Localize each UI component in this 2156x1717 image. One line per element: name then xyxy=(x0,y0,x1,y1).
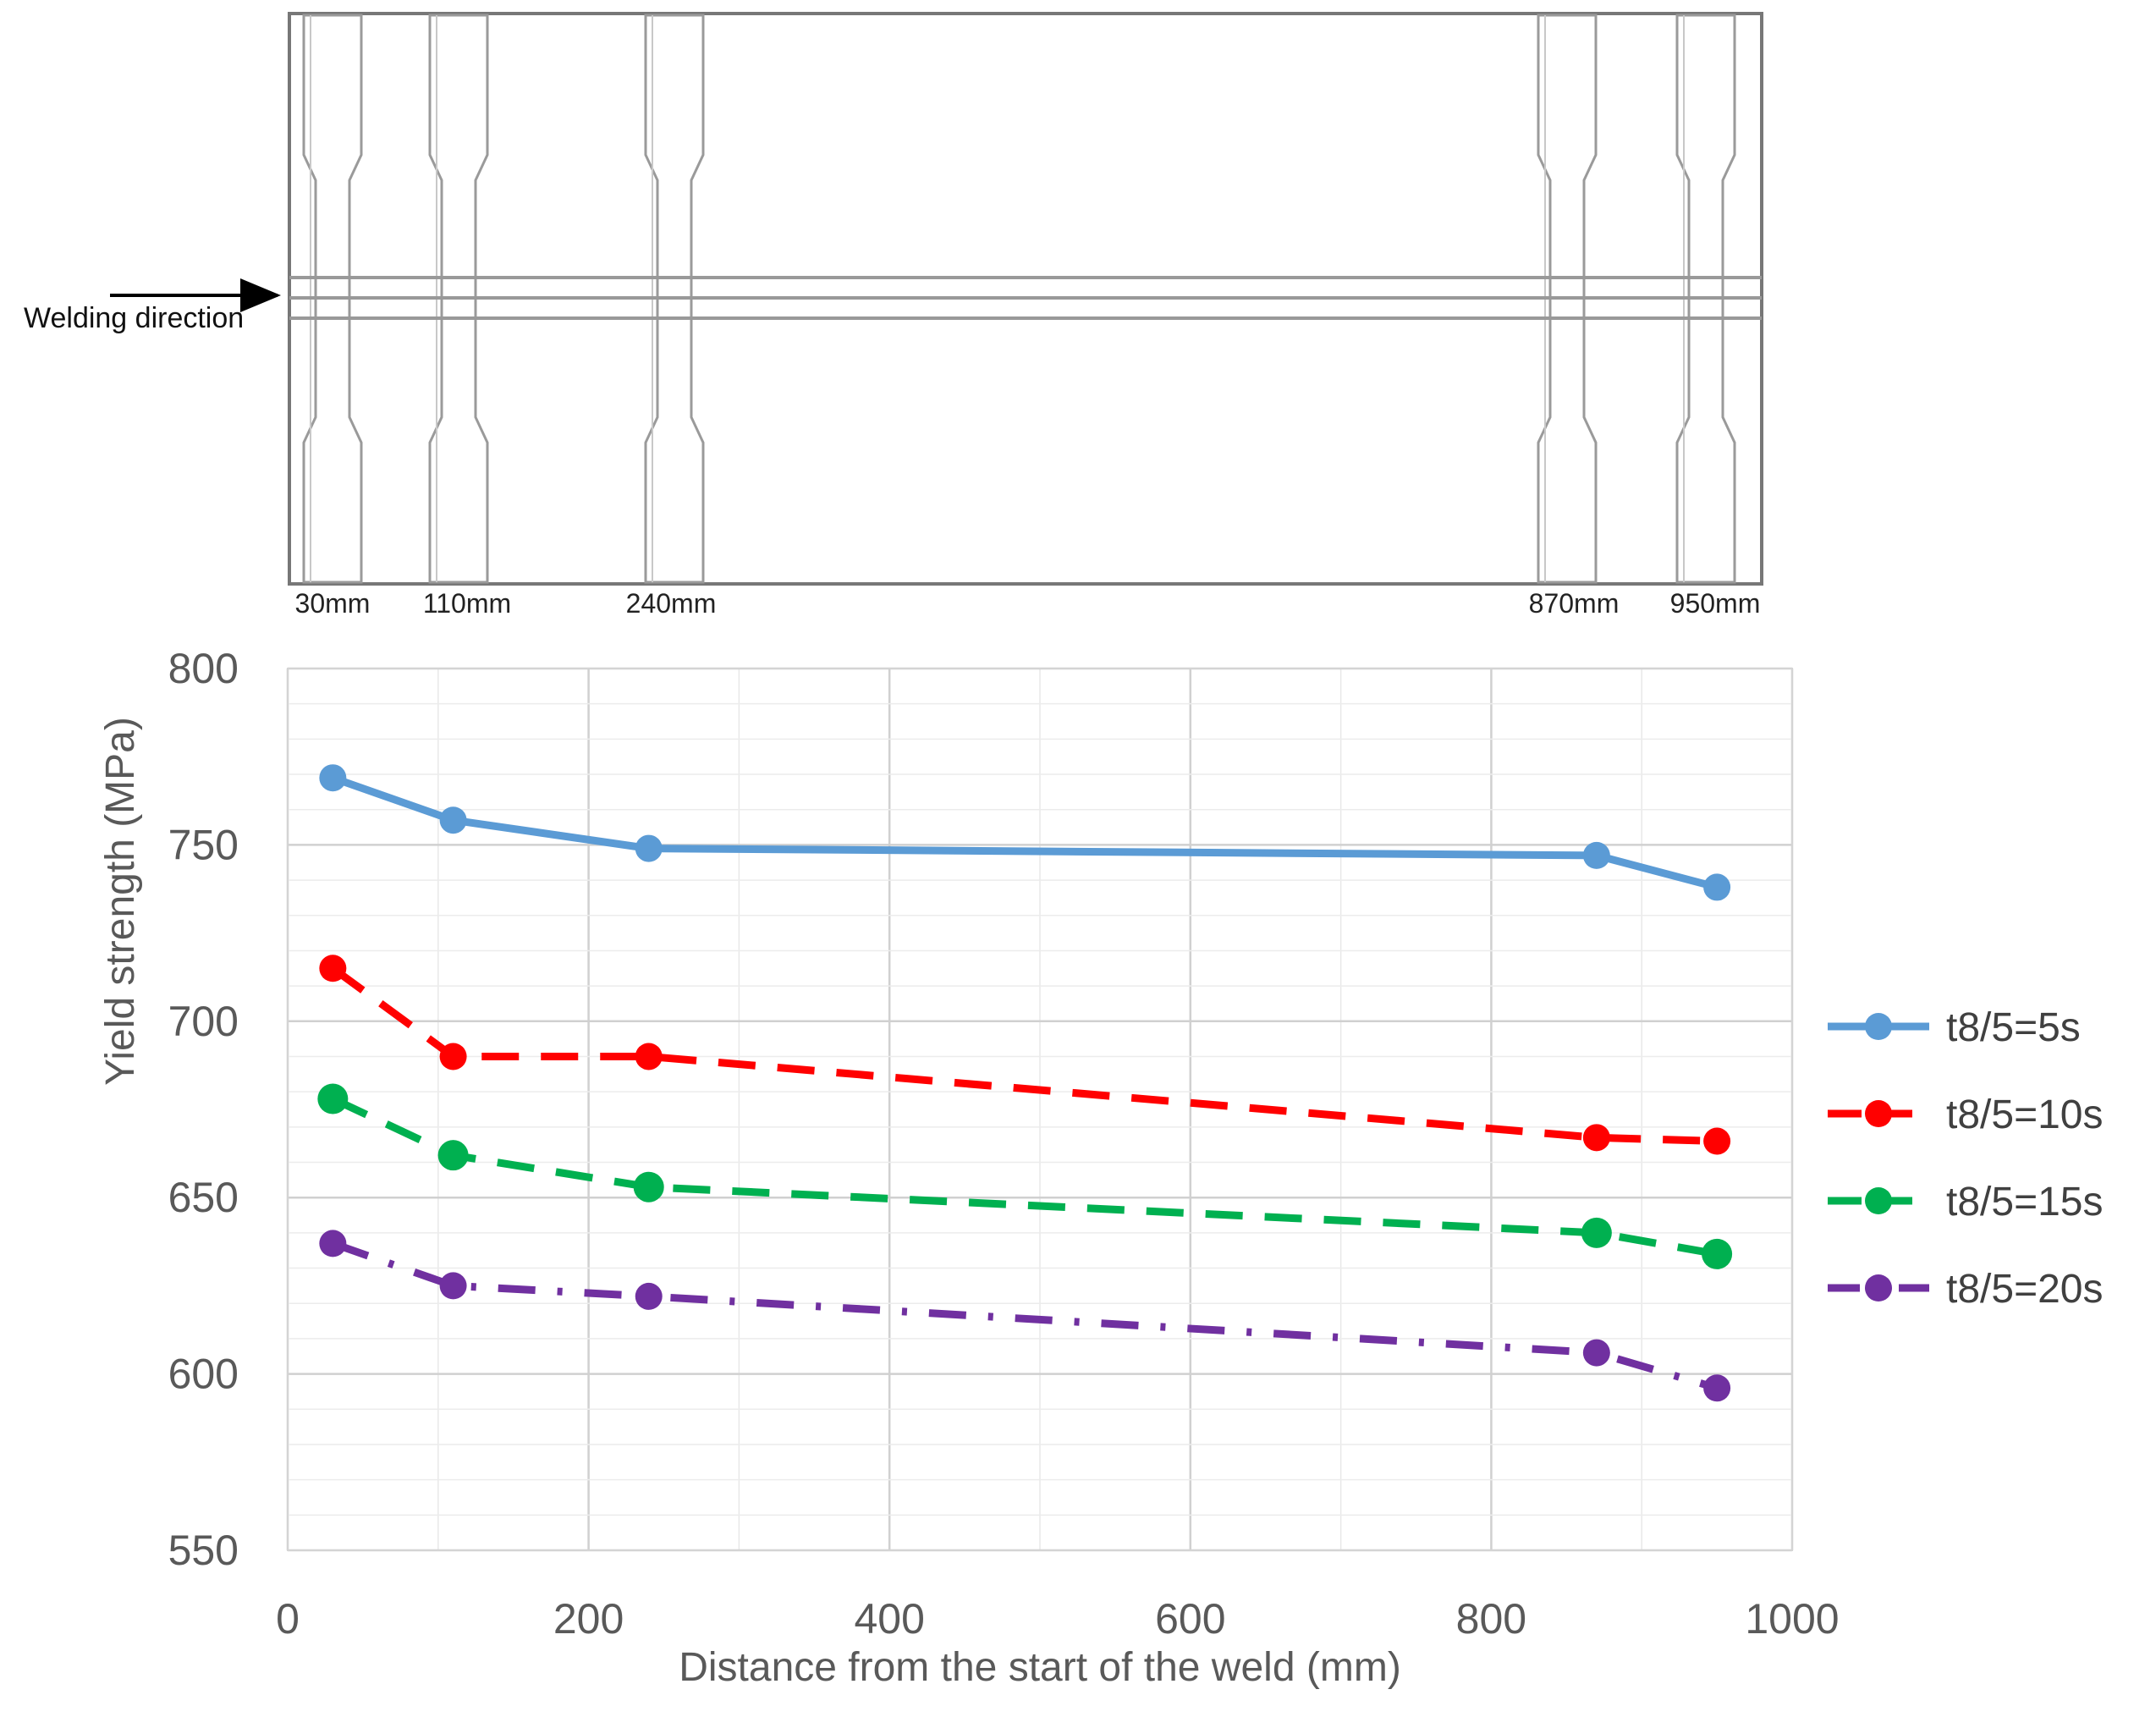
tensile-specimen xyxy=(1537,14,1598,584)
legend-entry: t8/5=20s xyxy=(1828,1267,2103,1312)
x-tick-label: 400 xyxy=(854,1595,924,1643)
series-line xyxy=(330,965,1718,1146)
x-tick-label: 1000 xyxy=(1745,1595,1839,1643)
y-tick-label: 700 xyxy=(168,998,239,1045)
tensile-specimen xyxy=(1675,14,1736,584)
data-point xyxy=(439,1043,467,1070)
chart-grid xyxy=(286,667,1794,1552)
data-point xyxy=(635,1043,663,1070)
tensile-specimens xyxy=(302,14,1736,584)
data-point xyxy=(635,834,663,862)
specimen-position-label: 240mm xyxy=(626,588,717,619)
data-point xyxy=(319,955,347,982)
data-point xyxy=(1581,1217,1612,1248)
data-point xyxy=(633,1171,664,1202)
tensile-specimen xyxy=(302,14,363,584)
tensile-specimen xyxy=(428,14,489,584)
y-axis-label: Yield strength (MPa) xyxy=(98,717,143,1086)
x-tick-label: 600 xyxy=(1155,1595,1225,1643)
y-tick-label: 600 xyxy=(168,1351,239,1398)
x-axis-label: Distance from the start of the weld (mm) xyxy=(679,1645,1401,1690)
y-tick-label: 550 xyxy=(168,1527,239,1574)
chart-legend: t8/5=5s t8/5=10s t8/5=15s t8/5=20s xyxy=(1828,1005,2103,1312)
tensile-specimen xyxy=(644,14,705,584)
series-0 xyxy=(319,764,1731,901)
data-point xyxy=(439,1272,467,1300)
yield-strength-chart: 550 600 650 700 750 800 0 200 400 600 800 1000 Yie… xyxy=(98,645,2103,1690)
series-3 xyxy=(319,1230,1731,1402)
plot-area-border xyxy=(287,668,1793,1551)
specimen-position-label: 870mm xyxy=(1529,588,1620,619)
legend-marker xyxy=(1865,1274,1892,1302)
series-2 xyxy=(317,1083,1733,1269)
legend-entry: t8/5=10s xyxy=(1828,1092,2103,1137)
data-point xyxy=(1703,873,1731,901)
legend-marker xyxy=(1865,1187,1892,1214)
series-layer xyxy=(317,764,1733,1402)
data-point xyxy=(635,1282,663,1310)
data-point xyxy=(1582,841,1610,869)
y-tick-label: 650 xyxy=(168,1174,239,1221)
data-point xyxy=(319,764,347,792)
legend-label: t8/5=20s xyxy=(1946,1267,2103,1312)
data-point xyxy=(1582,1124,1610,1152)
legend-marker xyxy=(1865,1100,1892,1127)
data-point xyxy=(1703,1374,1731,1402)
legend-entry: t8/5=15s xyxy=(1828,1180,2103,1224)
x-axis-ticks: 0 200 400 600 800 1000 xyxy=(276,1595,1840,1643)
welding-direction-label: Welding direction xyxy=(24,302,244,334)
series-1 xyxy=(319,955,1731,1155)
series-line xyxy=(331,1095,1718,1258)
specimen-position-label: 110mm xyxy=(423,588,511,619)
data-point xyxy=(437,1140,469,1171)
specimen-position-label: 950mm xyxy=(1670,588,1761,619)
series-line xyxy=(331,1240,1719,1392)
data-point xyxy=(1582,1339,1610,1367)
x-tick-label: 800 xyxy=(1456,1595,1526,1643)
x-tick-label: 0 xyxy=(276,1595,300,1643)
data-point xyxy=(317,1083,349,1114)
specimen-position-labels: 30mm 110mm 240mm 870mm 950mm xyxy=(295,588,1761,619)
y-axis-ticks: 550 600 650 700 750 800 xyxy=(168,645,239,1574)
data-point xyxy=(1703,1127,1731,1155)
y-tick-label: 800 xyxy=(168,645,239,692)
specimen-position-label: 30mm xyxy=(295,588,371,619)
legend-label: t8/5=15s xyxy=(1946,1180,2103,1224)
specimen-layout-diagram: Welding direction 30mm 110mm 240mm 870mm 950… xyxy=(24,12,1763,619)
y-tick-label: 750 xyxy=(168,821,239,868)
legend-label: t8/5=5s xyxy=(1946,1005,2081,1050)
data-point xyxy=(1702,1238,1733,1269)
data-point xyxy=(439,806,467,834)
x-tick-label: 200 xyxy=(553,1595,624,1643)
series-line xyxy=(331,773,1719,891)
legend-marker xyxy=(1865,1013,1892,1040)
legend-label: t8/5=10s xyxy=(1946,1092,2103,1137)
legend-entry: t8/5=5s xyxy=(1828,1005,2081,1050)
data-point xyxy=(319,1230,347,1257)
